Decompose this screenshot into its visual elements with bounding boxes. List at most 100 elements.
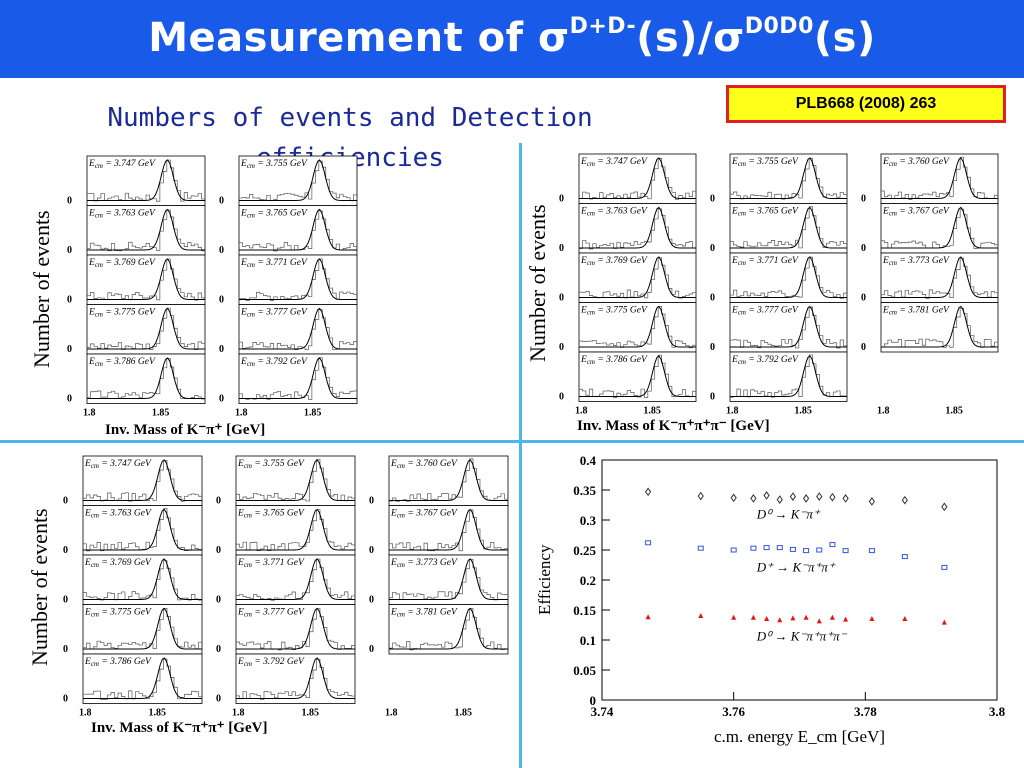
data-point [941,619,947,625]
data-point [730,493,737,503]
energy-label: Ecm = 3.767 GeV [390,509,458,520]
pad-frame [235,505,356,556]
data-point [750,545,757,551]
energy-label-value: = 3.777 GeV [252,608,305,618]
x-tick-label: 3.74 [591,704,614,719]
fit-curve [239,307,357,350]
pad-frame [880,302,999,353]
fit-curve [579,256,696,298]
histogram-pad: Ecm = 3.760 GeV 0 [369,455,509,507]
energy-label: Ecm = 3.771 GeV [237,558,305,569]
x-tick-label: 1.8 [877,406,890,417]
x-tick-label: 1.85 [148,708,166,719]
histogram-bins [239,210,357,252]
fit-curve [579,305,696,348]
histogram-pad: Ecm = 3.777 GeV 0 [219,304,358,355]
data-point [868,548,875,554]
histogram-pad: Ecm = 3.760 GeV 0 [861,153,999,205]
energy-label-sub: cm [738,358,746,366]
histogram-pad: Ecm = 3.755 GeV 0 [219,155,358,207]
pad-frame [578,302,697,353]
y-tick-label: 0.25 [573,543,596,558]
fit-curve [87,159,205,201]
histogram-bins [881,156,998,200]
histogram-bins [881,208,998,249]
energy-label-sub: cm [738,210,746,218]
data-point [868,497,876,506]
panel-ylabel: Number of events [29,210,54,368]
x-tick-label: 1.85 [454,708,472,719]
y-tick-label: 0 [67,245,72,256]
x-axis-label: c.m. energy E_cm [GeV] [714,727,885,746]
energy-label: Ecm = 3.747 GeV [88,159,156,170]
panel-kpipipi: Ecm = 3.747 GeV 0 Ecm = 3.755 GeV 0 Ecm = 3.… [525,150,1020,440]
histogram-bins [87,209,205,252]
efficiency-plot: 0 0.05 0.1 0.15 0.2 0.25 0.3 0.35 0.4 3.74 3.76 3.7… [535,453,1006,746]
energy-label: Ecm = 3.747 GeV [84,459,152,470]
energy-label-sub: cm [244,462,252,470]
energy-label-value: = 3.786 GeV [103,357,156,367]
fit-curve [236,459,355,501]
fit-curve [87,357,205,399]
data-point [802,494,810,503]
energy-label-value: = 3.747 GeV [595,157,648,167]
energy-label: Ecm = 3.792 GeV [240,357,308,368]
data-point [731,614,737,620]
panel-kpipi: Ecm = 3.747 GeV 0 Ecm = 3.755 GeV 0 Ecm = 3.… [25,452,515,742]
data-point [816,547,823,553]
y-tick-label: 0 [559,194,564,205]
x-tick-label: 1.8 [726,406,739,417]
pad-frame [82,554,203,605]
histogram-pad: Ecm = 3.792 GeV 0 [710,351,848,403]
energy-label: Ecm = 3.763 GeV [84,509,152,520]
x-tick-label: 1.8 [575,406,588,417]
x-tick-label: 3.78 [854,704,877,719]
histogram-bins [579,305,696,349]
energy-label-value: = 3.777 GeV [255,308,308,318]
energy-label-value: = 3.767 GeV [405,509,458,519]
histogram-pad: Ecm = 3.781 GeV 0 [861,302,999,353]
histogram-pad: Ecm = 3.763 GeV 0 [559,203,697,254]
histogram-bins [239,309,357,350]
pad-frame [729,252,848,303]
data-point [790,615,796,621]
energy-label-value: = 3.760 GeV [405,459,458,469]
energy-label-value: = 3.755 GeV [746,157,799,167]
energy-label: Ecm = 3.777 GeV [240,308,308,319]
histogram-bins [239,357,357,400]
energy-label: Ecm = 3.786 GeV [580,355,648,366]
pad-frame [729,302,848,353]
y-tick-label: 0 [216,694,221,705]
fit-curve [83,459,202,501]
fit-curve [87,258,205,300]
fit-curve [730,355,847,397]
data-point [829,542,836,548]
histogram-bins [730,157,847,200]
energy-label-value: = 3.771 GeV [746,256,799,266]
energy-label-sub: cm [244,512,252,520]
energy-label: Ecm = 3.769 GeV [88,258,156,269]
histogram-pad: Ecm = 3.763 GeV 0 [67,205,206,256]
y-axis-label: Efficiency [535,544,554,615]
histogram-bins [236,558,355,601]
y-tick-label: 0 [710,194,715,205]
energy-label-value: = 3.771 GeV [255,258,308,268]
y-tick-label: 0 [559,342,564,353]
y-tick-label: 0 [219,394,224,405]
energy-label-sub: cm [91,611,99,619]
x-tick-label: 1.8 [83,408,96,419]
energy-label-value: = 3.755 GeV [252,459,305,469]
panel-kpi: Ecm = 3.747 GeV 0 Ecm = 3.755 GeV 0 Ecm = 3.… [25,152,370,442]
fit-curve [83,558,202,600]
histogram-bins [881,257,998,299]
y-tick-label: 0 [559,243,564,254]
fit-curve [881,157,998,199]
histogram-pad: Ecm = 3.763 GeV 0 [63,505,203,556]
data-point [829,492,836,502]
y-tick-label: 0 [216,595,221,606]
histogram-pad: Ecm = 3.786 GeV 0 [559,351,697,403]
reference-box: PLB668 (2008) 263 [726,85,1006,123]
fit-curve [730,206,847,249]
energy-label-sub: cm [95,212,103,220]
fit-curve [579,355,696,397]
